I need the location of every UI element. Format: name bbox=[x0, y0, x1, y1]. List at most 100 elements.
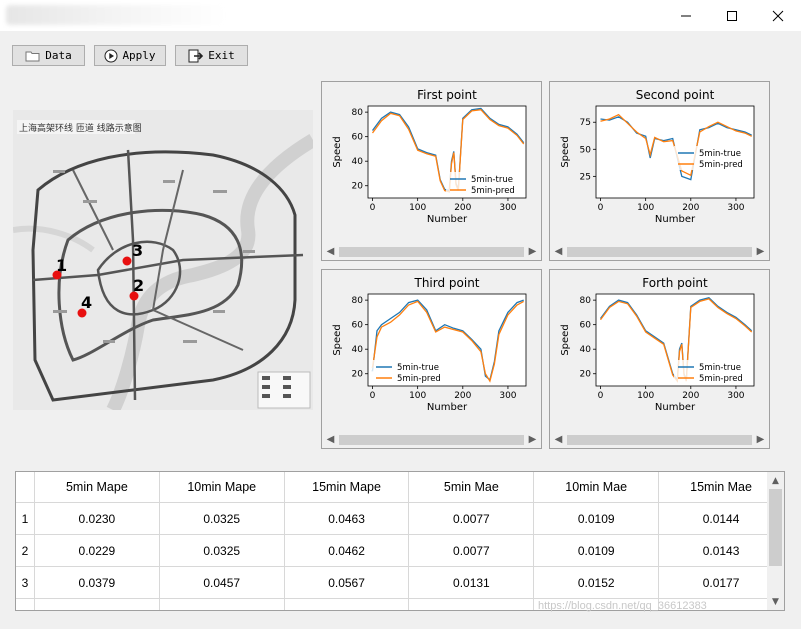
column-header[interactable]: 10min Mape bbox=[159, 472, 285, 503]
map-marker-2 bbox=[129, 291, 139, 301]
table-cell[interactable]: 0.0152 bbox=[533, 566, 660, 599]
exit-button[interactable]: Exit bbox=[175, 45, 248, 66]
map-image: 上海高架环线 匝道 线路示意图 1 2 3 4 bbox=[13, 110, 313, 410]
chart-first-scrollbar[interactable]: ◀ ▶ bbox=[322, 243, 541, 260]
x-tick-label: 0 bbox=[598, 391, 604, 401]
row-header[interactable]: 1 bbox=[16, 502, 35, 535]
y-tick-label: 80 bbox=[580, 296, 592, 306]
table-cell[interactable]: 0.0230 bbox=[34, 502, 160, 535]
y-tick-label: 60 bbox=[580, 321, 592, 331]
column-header[interactable]: 5min Mae bbox=[408, 472, 535, 503]
map-label-2: 2 bbox=[133, 276, 144, 295]
y-axis-label: Speed bbox=[332, 136, 343, 167]
metrics-table: 5min Mape 10min Mape 15min Mape 5min Mae… bbox=[15, 471, 785, 611]
chart-second-scrollbar[interactable]: ◀ ▶ bbox=[550, 243, 769, 260]
table-row[interactable]: 40.12250.13590.14950.03080.03330.0349 bbox=[16, 598, 784, 610]
series-line-5min-pred bbox=[599, 298, 753, 383]
play-icon bbox=[104, 49, 118, 62]
table-cell[interactable]: 0.0308 bbox=[408, 598, 535, 610]
x-tick-label: 300 bbox=[499, 391, 516, 401]
exit-icon bbox=[188, 49, 204, 62]
legend-entry: 5min-true bbox=[471, 175, 513, 185]
folder-icon bbox=[25, 51, 40, 62]
chart-title: Forth point bbox=[642, 276, 708, 290]
row-header[interactable]: 4 bbox=[16, 598, 35, 610]
y-axis-label: Speed bbox=[560, 324, 571, 355]
row-header[interactable]: 3 bbox=[16, 566, 35, 599]
chart-title: Third point bbox=[413, 276, 479, 290]
series-line-5min-pred bbox=[371, 109, 525, 193]
table-vertical-scrollbar[interactable]: ▲ ▼ bbox=[767, 472, 784, 610]
column-header[interactable]: 5min Mape bbox=[34, 472, 160, 503]
y-tick-label: 50 bbox=[580, 145, 592, 155]
y-tick-label: 20 bbox=[352, 182, 364, 192]
x-tick-label: 300 bbox=[727, 203, 744, 213]
table-cell[interactable]: 0.0131 bbox=[408, 566, 535, 599]
legend bbox=[674, 146, 752, 170]
close-button[interactable] bbox=[755, 0, 801, 31]
column-header[interactable]: 10min Mae bbox=[533, 472, 660, 503]
watermark: https://blog.csdn.net/qq_36612383 bbox=[538, 600, 707, 612]
table-row[interactable]: 2 0.0229 0.0325 0.0462 0.0077 0.0109 0.0143 bbox=[16, 534, 784, 567]
x-axis-label: Number bbox=[427, 214, 468, 225]
table-cell[interactable]: 0.0077 bbox=[408, 534, 535, 567]
table-cell[interactable]: 0.0325 bbox=[159, 502, 285, 535]
chart-title: Second point bbox=[636, 88, 715, 102]
table-cell[interactable]: 0.0325 bbox=[159, 534, 285, 567]
table-corner[interactable] bbox=[16, 472, 35, 503]
maximize-button[interactable] bbox=[709, 0, 755, 31]
chart-forth-point: Forth point 20 40 60 80 0 100 200 300 Number Speed… bbox=[560, 276, 755, 413]
table-row[interactable]: 3 0.0379 0.0457 0.0567 0.0131 0.0152 0.0177 bbox=[16, 566, 784, 599]
scroll-down-icon[interactable]: ▼ bbox=[772, 596, 779, 607]
legend-entry: 5min-true bbox=[397, 363, 439, 373]
column-header[interactable]: 15min Mae bbox=[658, 472, 784, 503]
chart-panel-second: Second point 25 50 75 0 100 200 300 Number Speed 5… bbox=[549, 81, 770, 261]
table-cell[interactable]: 0.1225 bbox=[34, 598, 160, 610]
map-title: 上海高架环线 匝道 线路示意图 bbox=[19, 122, 142, 134]
scroll-thumb[interactable] bbox=[769, 489, 782, 566]
chart-panel-first: First point 20 40 60 80 0 100 200 300 Number Speed… bbox=[321, 81, 542, 261]
apply-button[interactable]: Apply bbox=[94, 45, 166, 66]
x-tick-label: 200 bbox=[454, 391, 471, 401]
table-cell[interactable]: 0.0229 bbox=[34, 534, 160, 567]
scroll-up-icon[interactable]: ▲ bbox=[772, 475, 779, 486]
table-cell[interactable]: 0.0077 bbox=[408, 502, 535, 535]
row-header[interactable]: 2 bbox=[16, 534, 35, 567]
chart-panel-third: Third point 20 40 60 80 0 100 200 300 Number Speed… bbox=[321, 269, 542, 449]
table-cell[interactable]: 0.0177 bbox=[658, 566, 784, 599]
legend-entry: 5min-true bbox=[699, 149, 741, 159]
legend-entry: 5min-pred bbox=[699, 160, 743, 170]
y-tick-label: 40 bbox=[580, 345, 592, 355]
x-tick-label: 200 bbox=[682, 203, 699, 213]
x-tick-label: 100 bbox=[637, 391, 654, 401]
metrics-table-grid: 5min Mape 10min Mape 15min Mape 5min Mae… bbox=[16, 472, 784, 610]
x-tick-label: 100 bbox=[637, 203, 654, 213]
table-cell[interactable]: 0.0333 bbox=[533, 598, 660, 610]
table-cell[interactable]: 0.0109 bbox=[533, 534, 660, 567]
column-header[interactable]: 15min Mape bbox=[284, 472, 410, 503]
data-button[interactable]: Data bbox=[12, 45, 85, 66]
table-row[interactable]: 1 0.0230 0.0325 0.0463 0.0077 0.0109 0.0144 bbox=[16, 502, 784, 535]
table-cell[interactable]: 0.0567 bbox=[284, 566, 410, 599]
minimize-button[interactable] bbox=[663, 0, 709, 31]
table-cell[interactable]: 0.0143 bbox=[658, 534, 784, 567]
table-cell[interactable]: 0.0463 bbox=[284, 502, 410, 535]
x-tick-label: 300 bbox=[499, 203, 516, 213]
table-cell[interactable]: 0.0457 bbox=[159, 566, 285, 599]
title-bar bbox=[0, 0, 801, 31]
x-tick-label: 200 bbox=[454, 203, 471, 213]
table-cell[interactable]: 0.0109 bbox=[533, 502, 660, 535]
legend bbox=[372, 360, 450, 384]
table-cell[interactable]: 0.0144 bbox=[658, 502, 784, 535]
legend-entry: 5min-true bbox=[699, 363, 741, 373]
table-cell[interactable]: 0.0462 bbox=[284, 534, 410, 567]
table-cell[interactable]: 0.1359 bbox=[159, 598, 285, 610]
chart-panel-forth: Forth point 20 40 60 80 0 100 200 300 Number Speed… bbox=[549, 269, 770, 449]
window-title-blurred bbox=[6, 5, 226, 25]
table-cell[interactable]: 0.1495 bbox=[284, 598, 410, 610]
table-cell[interactable]: 0.0379 bbox=[34, 566, 160, 599]
chart-third-scrollbar[interactable]: ◀ ▶ bbox=[322, 431, 541, 448]
y-axis-label: Speed bbox=[560, 136, 571, 167]
chart-forth-scrollbar[interactable]: ◀ ▶ bbox=[550, 431, 769, 448]
maximize-icon bbox=[727, 10, 737, 21]
